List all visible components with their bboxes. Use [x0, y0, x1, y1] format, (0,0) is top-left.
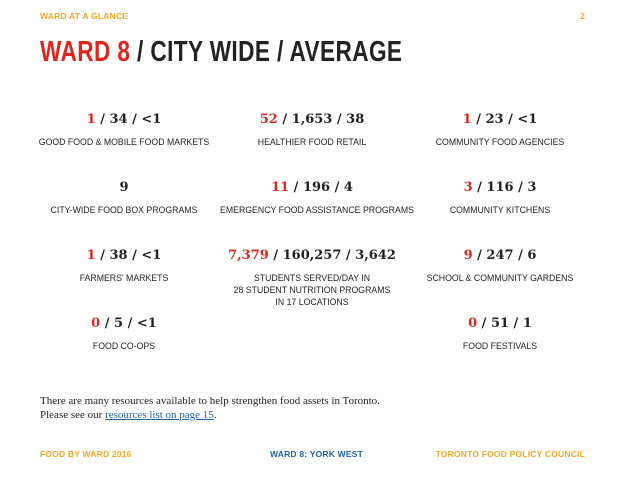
stat-community-kitchens: 3 / 116 / 3 COMMUNITY KITCHENS [400, 180, 600, 217]
stat-farmers-markets: 1 / 38 / <1 FARMERS' MARKETS [24, 248, 224, 285]
stat-value: 1 / 34 / <1 [24, 112, 224, 128]
stat-label: FOOD CO-OPS [92, 341, 156, 352]
stat-city-average: / 116 / 3 [472, 180, 537, 195]
stat-label: EMERGENCY FOOD ASSISTANCE PROGRAMS [220, 205, 414, 216]
resources-suffix: . [213, 409, 217, 421]
header-section-title: WARD AT A GLANCE [40, 11, 129, 21]
resources-list-link[interactable]: resources list on page 15 [105, 409, 214, 421]
stat-value: 9 [24, 180, 224, 196]
stat-value: 7,379 / 160,257 / 3,642 [212, 248, 412, 264]
stat-city-average: / 160,257 / 3,642 [268, 248, 396, 263]
stat-emergency-food-assistance: 11 / 196 / 4 EMERGENCY FOOD ASSISTANCE P… [212, 180, 414, 217]
stat-ward-value: 0 [91, 316, 101, 331]
stat-city-average: / 38 / <1 [95, 248, 162, 263]
stat-healthier-food-retail: 52 / 1,653 / 38 HEALTHIER FOOD RETAIL [212, 112, 412, 149]
stat-label: FARMERS' MARKETS [79, 273, 169, 284]
stat-city-average: / 196 / 4 [289, 180, 353, 195]
stat-label: COMMUNITY FOOD AGENCIES [435, 137, 565, 148]
resources-line-1: There are many resources available to he… [40, 395, 380, 407]
stat-value: 3 / 116 / 3 [400, 180, 600, 196]
stat-ward-value: 11 [271, 180, 290, 195]
footer-publication: FOOD BY WARD 2016 [40, 449, 132, 459]
stat-city-average: / 247 / 6 [472, 248, 537, 263]
stat-food-box-programs: 9 CITY-WIDE FOOD BOX PROGRAMS [24, 180, 224, 217]
resources-prefix: Please see our [40, 409, 106, 421]
stat-city-average: / 23 / <1 [471, 112, 538, 127]
stat-food-festivals: 0 / 51 / 1 FOOD FESTIVALS [400, 316, 600, 353]
stat-ward-value: 1 [462, 112, 472, 127]
stat-ward-value: 9 [463, 248, 473, 263]
stat-label-line: IN 17 LOCATIONS [275, 297, 349, 308]
stat-value: 52 / 1,653 / 38 [212, 112, 412, 128]
stat-label: FOOD FESTIVALS [462, 341, 538, 352]
stat-label-line: 28 STUDENT NUTRITION PROGRAMS [233, 285, 391, 296]
page-number: 2 [580, 11, 585, 21]
footer-organization: TORONTO FOOD POLICY COUNCIL [435, 449, 585, 459]
stat-student-nutrition: 7,379 / 160,257 / 3,642 STUDENTS SERVED/… [212, 248, 412, 309]
title-ward: WARD 8 [40, 36, 131, 68]
stat-city-average: / 1,653 / 38 [277, 112, 365, 127]
stat-label-line: STUDENTS SERVED/DAY IN [253, 273, 371, 284]
stat-label: STUDENTS SERVED/DAY IN 28 STUDENT NUTRIT… [220, 273, 404, 309]
page-title: WARD 8 / CITY WIDE / AVERAGE [40, 36, 402, 69]
stat-ward-value: 52 [259, 112, 278, 127]
stat-community-food-agencies: 1 / 23 / <1 COMMUNITY FOOD AGENCIES [400, 112, 600, 149]
stat-label: SCHOOL & COMMUNITY GARDENS [426, 273, 574, 284]
resources-paragraph: There are many resources available to he… [40, 394, 380, 422]
stat-label: COMMUNITY KITCHENS [449, 205, 551, 216]
stat-ward-value: 1 [86, 112, 96, 127]
title-rest: / CITY WIDE / AVERAGE [130, 36, 403, 68]
stat-ward-value: 0 [468, 316, 478, 331]
stat-label: HEALTHIER FOOD RETAIL [257, 137, 367, 148]
stat-city-average: 9 [119, 180, 129, 195]
stat-city-average: / 34 / <1 [95, 112, 162, 127]
stat-value: 0 / 51 / 1 [400, 316, 600, 332]
stat-city-average: / 51 / 1 [477, 316, 532, 331]
stat-ward-value: 1 [86, 248, 96, 263]
stat-label: CITY-WIDE FOOD BOX PROGRAMS [50, 205, 198, 216]
stat-value: 0 / 5 / <1 [24, 316, 224, 332]
stat-good-food-markets: 1 / 34 / <1 GOOD FOOD & MOBILE FOOD MARK… [24, 112, 224, 149]
stat-value: 9 / 247 / 6 [400, 248, 600, 264]
stat-label: GOOD FOOD & MOBILE FOOD MARKETS [38, 137, 210, 148]
stat-value: 1 / 23 / <1 [400, 112, 600, 128]
stat-school-community-gardens: 9 / 247 / 6 SCHOOL & COMMUNITY GARDENS [400, 248, 600, 285]
footer-ward-name: WARD 8: YORK WEST [270, 449, 363, 459]
stat-ward-value: 7,379 [228, 248, 269, 263]
stat-ward-value: 3 [463, 180, 473, 195]
stat-value: 1 / 38 / <1 [24, 248, 224, 264]
stat-value: 11 / 196 / 4 [212, 180, 412, 196]
stat-food-co-ops: 0 / 5 / <1 FOOD CO-OPS [24, 316, 224, 353]
resources-line-2: Please see our resources list on page 15… [40, 408, 380, 422]
stat-city-average: / 5 / <1 [100, 316, 157, 331]
